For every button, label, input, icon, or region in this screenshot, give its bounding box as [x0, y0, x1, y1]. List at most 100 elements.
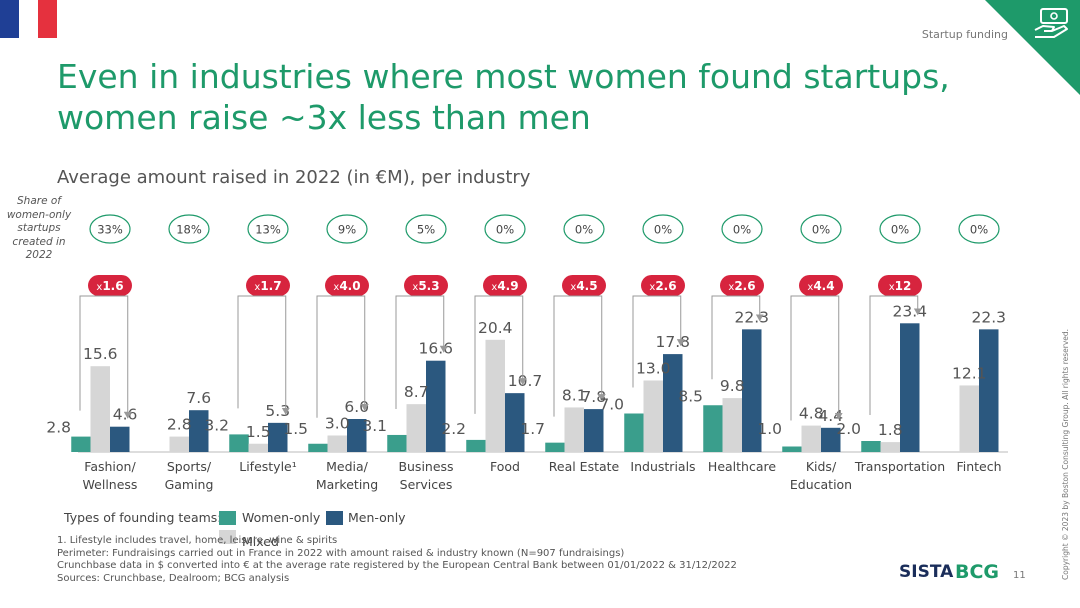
bar-men-0 [110, 426, 130, 452]
multiplier-label-2: x1.7 [254, 279, 281, 293]
legend-swatch-men [326, 511, 343, 525]
value-label-men-8: 22.3 [734, 308, 769, 326]
multiplier-label-6: x4.5 [570, 279, 597, 293]
bar-mixed-5 [485, 339, 505, 452]
bar-men-2 [268, 422, 288, 452]
bar-mixed-0 [90, 366, 110, 452]
value-label-women-8: 8.5 [678, 387, 703, 405]
category-label-5-0: Food [490, 459, 520, 474]
chart-subtitle: Average amount raised in 2022 (in €M), p… [57, 167, 531, 188]
share-ellipse-7 [642, 214, 684, 244]
french-flag-icon [0, 0, 57, 38]
bar-mixed-9 [801, 425, 821, 452]
value-label-men-9: 4.4 [818, 407, 843, 425]
value-label-women-4: 3.1 [362, 417, 387, 435]
multiplier-badge-9 [799, 275, 843, 296]
multiplier-badge-10 [878, 275, 922, 296]
category-label-0-1: Wellness [83, 477, 138, 492]
corner-banner [985, 0, 1080, 95]
multiplier-connector-5 [474, 295, 527, 414]
multiplier-connector-0 [79, 295, 132, 419]
value-label-women-5: 2.2 [441, 420, 466, 438]
share-value-10: 0% [891, 223, 909, 237]
multiplier-badge-7 [641, 275, 685, 296]
multiplier-badge-3 [325, 275, 369, 296]
multiplier-badge-5 [483, 275, 527, 296]
sista-logo: SISTA [899, 562, 954, 582]
category-label-4-1: Services [400, 477, 453, 492]
share-ellipse-10 [879, 214, 921, 244]
multiplier-badge-8 [720, 275, 764, 296]
share-value-1: 18% [176, 223, 202, 237]
multiplier-badge-6 [562, 275, 606, 296]
multiplier-label-8: x2.6 [728, 279, 755, 293]
share-ellipse-2 [247, 214, 289, 244]
share-value-9: 0% [812, 223, 830, 237]
value-label-women-7: 7.0 [599, 396, 624, 414]
value-label-women-6: 1.7 [520, 420, 545, 438]
value-label-women-3: 1.5 [283, 420, 308, 438]
copyright: Copyright © 2023 by Boston Consulting Gr… [1061, 328, 1070, 580]
share-ellipse-5 [484, 214, 526, 244]
value-label-women-0: 2.8 [46, 419, 71, 437]
share-ellipse-4 [405, 214, 447, 244]
value-label-mixed-0: 15.6 [83, 345, 118, 363]
bar-men-7 [663, 354, 683, 452]
category-label-6-0: Real Estate [549, 459, 620, 474]
bar-men-9 [821, 427, 841, 452]
bar-mixed-3 [327, 435, 347, 452]
multiplier-badge-4 [404, 275, 448, 296]
bar-men-5 [505, 393, 525, 452]
value-label-men-4: 16.6 [418, 340, 453, 358]
value-label-mixed-4: 8.7 [404, 383, 429, 401]
section-label: Startup funding [921, 28, 1008, 41]
share-value-7: 0% [654, 223, 672, 237]
share-ellipse-1 [168, 214, 210, 244]
value-label-men-3: 6.0 [344, 398, 369, 416]
bar-men-3 [347, 419, 367, 452]
share-ellipse-6 [563, 214, 605, 244]
share-ellipse-8 [721, 214, 763, 244]
value-label-mixed-9: 4.8 [799, 405, 824, 423]
multiplier-label-3: x4.0 [333, 279, 360, 293]
multiplier-label-10: x12 [889, 279, 912, 293]
category-label-1-0: Sports/ [167, 459, 212, 474]
multiplier-badge-0 [88, 275, 132, 296]
multiplier-connector-2 [237, 295, 290, 415]
bar-women-8 [703, 405, 723, 452]
multiplier-connector-10 [869, 295, 922, 415]
legend-title: Types of founding teams: [64, 510, 222, 525]
category-label-11-0: Fintech [956, 459, 1001, 474]
value-label-mixed-6: 8.1 [562, 386, 587, 404]
footnote-conversion: Crunchbase data in $ converted into € at… [57, 560, 737, 571]
category-label-7-0: Industrials [630, 459, 695, 474]
share-value-4: 5% [417, 223, 435, 237]
value-label-men-0: 4.6 [113, 406, 138, 424]
share-ellipse-11 [958, 214, 1000, 244]
share-value-11: 0% [970, 223, 988, 237]
multiplier-label-0: x1.6 [96, 279, 123, 293]
value-label-women-9: 1.0 [757, 420, 782, 438]
category-label-0-0: Fashion/ [84, 459, 136, 474]
share-value-3: 9% [338, 223, 356, 237]
multiplier-connector-3 [316, 295, 369, 418]
multiplier-connector-4 [395, 295, 448, 409]
share-value-8: 0% [733, 223, 751, 237]
bar-women-7 [624, 413, 644, 452]
page-title: Even in industries where most women foun… [57, 57, 950, 137]
value-label-men-1: 7.6 [186, 389, 211, 407]
bar-mixed-11 [959, 385, 979, 452]
bar-women-10 [861, 441, 881, 452]
legend-label-mixed: Mixed [242, 534, 279, 549]
category-label-3-0: Media/ [326, 459, 369, 474]
bar-mixed-7 [643, 380, 663, 452]
bar-men-8 [742, 329, 762, 452]
bar-mixed-6 [564, 407, 584, 452]
value-label-men-10: 23.4 [892, 302, 927, 320]
multiplier-connector-6 [553, 295, 606, 417]
legend-swatch-women [219, 511, 236, 525]
value-label-women-10: 2.0 [836, 420, 861, 438]
legend-swatch-mixed [219, 530, 236, 544]
value-label-men-7: 17.8 [655, 333, 690, 351]
multiplier-label-9: x4.4 [807, 279, 834, 293]
